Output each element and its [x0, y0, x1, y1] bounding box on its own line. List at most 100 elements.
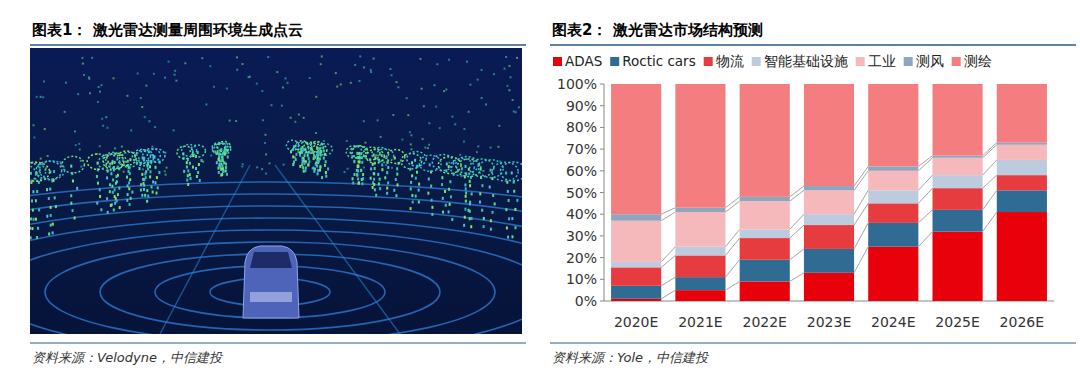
point — [370, 177, 372, 180]
point — [357, 165, 359, 168]
point — [356, 174, 358, 177]
y-tick — [600, 235, 604, 236]
point — [513, 190, 515, 193]
lidar-ring — [30, 206, 522, 334]
point — [397, 86, 399, 88]
point — [129, 167, 131, 169]
point — [46, 188, 48, 191]
bar-segment — [740, 197, 790, 201]
point — [48, 197, 50, 200]
bar-segment — [675, 208, 725, 212]
point — [318, 160, 320, 163]
point — [102, 125, 104, 127]
point — [515, 226, 517, 229]
point — [430, 185, 432, 188]
point — [265, 173, 267, 175]
point — [142, 168, 144, 170]
point — [381, 168, 383, 171]
point — [101, 118, 103, 120]
y-tick — [600, 170, 604, 171]
point — [316, 154, 318, 157]
bar-segment — [611, 84, 661, 214]
x-tick-label: 2020E — [614, 314, 658, 330]
point — [189, 162, 191, 165]
point — [44, 128, 46, 130]
lidar-ring — [30, 218, 522, 334]
point — [78, 143, 80, 145]
point — [360, 169, 362, 172]
point — [381, 163, 383, 166]
point — [377, 173, 379, 176]
point — [385, 164, 387, 166]
point — [350, 82, 352, 84]
point — [221, 156, 223, 159]
point — [32, 209, 34, 212]
y-tick — [600, 84, 604, 85]
point — [449, 203, 451, 206]
point — [465, 192, 467, 195]
point — [469, 184, 471, 187]
point — [435, 106, 437, 108]
point — [293, 161, 295, 164]
y-tick — [600, 149, 604, 150]
point — [470, 225, 472, 228]
point — [80, 160, 82, 162]
point — [107, 211, 109, 214]
point — [481, 69, 483, 71]
point — [360, 169, 362, 172]
point — [129, 203, 131, 206]
point — [141, 194, 143, 197]
connector-line — [983, 143, 997, 156]
point — [216, 161, 218, 164]
point — [30, 172, 32, 175]
point — [151, 146, 153, 148]
point — [111, 162, 113, 165]
point — [465, 187, 467, 190]
point — [226, 88, 228, 90]
point — [463, 224, 465, 227]
point — [140, 97, 142, 99]
point — [128, 170, 130, 173]
point — [325, 175, 327, 178]
point — [387, 166, 389, 169]
canopy — [457, 159, 481, 177]
point — [319, 169, 321, 172]
point — [514, 208, 516, 211]
road-edge — [160, 165, 400, 334]
point — [434, 84, 436, 86]
canopy — [432, 155, 453, 171]
point — [357, 165, 359, 168]
point — [463, 141, 465, 143]
point — [483, 217, 485, 220]
point — [268, 162, 270, 164]
point — [431, 199, 433, 202]
point — [209, 65, 211, 67]
canopy — [470, 159, 494, 177]
canopy — [456, 157, 479, 174]
point — [117, 193, 119, 196]
point — [227, 155, 229, 158]
bar-segment — [804, 190, 854, 214]
point — [492, 194, 494, 197]
point — [317, 153, 319, 155]
point — [154, 126, 156, 128]
point — [481, 184, 483, 187]
bar-segment — [740, 229, 790, 238]
bar-segment — [933, 84, 983, 156]
page: 图表1： 激光雷达测量周围环境生成点云资料来源：Velodyne，中信建投图表2… — [0, 0, 1080, 379]
bar-segment — [997, 84, 1047, 143]
car-body — [243, 246, 299, 318]
point — [466, 61, 468, 63]
point — [218, 171, 220, 174]
point — [353, 173, 355, 176]
y-tick-label: 60% — [566, 163, 597, 179]
point — [128, 187, 130, 190]
bar-segment — [804, 186, 854, 190]
bar-segment — [675, 247, 725, 256]
point — [140, 183, 142, 186]
connector-line — [983, 212, 997, 232]
point — [506, 226, 508, 229]
point — [187, 174, 189, 177]
connector-line — [854, 166, 868, 186]
point — [363, 120, 365, 122]
